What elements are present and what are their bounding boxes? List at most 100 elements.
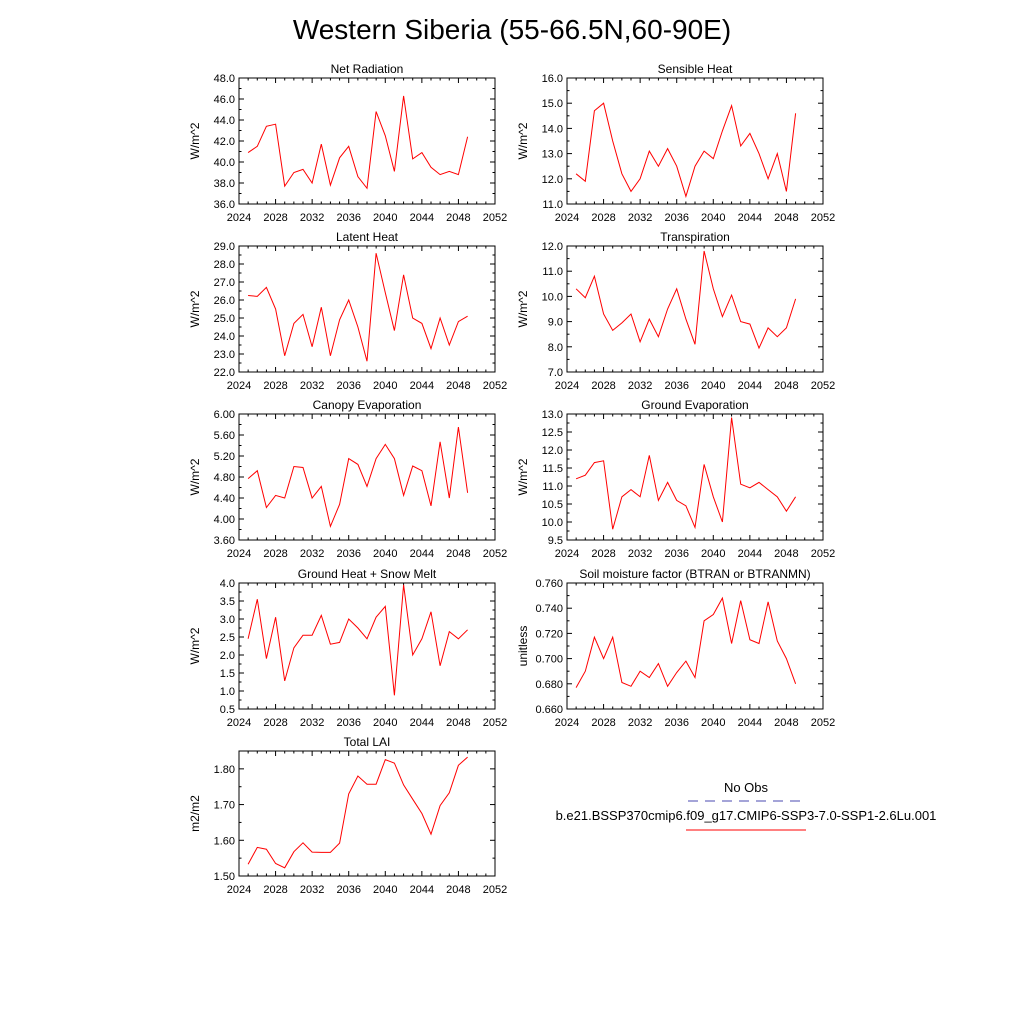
y-axis-label: W/m^2 <box>188 458 202 495</box>
y-tick-label: 0.740 <box>535 603 563 615</box>
y-tick-label: 0.660 <box>535 704 563 716</box>
x-tick-label: 2040 <box>701 212 725 224</box>
y-tick-label: 16.0 <box>542 73 563 85</box>
series-line <box>247 756 468 869</box>
x-tick-label: 2040 <box>373 212 397 224</box>
y-tick-label: 0.5 <box>220 704 235 716</box>
panel-title: Net Radiation <box>331 62 404 76</box>
x-tick-label: 2036 <box>664 380 688 392</box>
x-tick-label: 2048 <box>446 717 470 729</box>
panel-title: Soil moisture factor (BTRAN or BTRANMN) <box>579 567 810 581</box>
y-tick-label: 23.0 <box>214 349 235 361</box>
x-tick-label: 2028 <box>263 380 287 392</box>
x-tick-label: 2044 <box>410 212 434 224</box>
y-tick-label: 1.60 <box>214 835 235 847</box>
panel-title: Canopy Evaporation <box>313 398 422 412</box>
y-tick-label: 6.00 <box>214 409 235 421</box>
x-tick-label: 2040 <box>373 548 397 560</box>
y-tick-label: 4.0 <box>220 578 235 590</box>
y-axis-label: W/m^2 <box>188 627 202 664</box>
x-tick-label: 2048 <box>774 380 798 392</box>
y-tick-label: 1.70 <box>214 800 235 812</box>
series-line <box>575 417 797 530</box>
y-tick-label: 0.760 <box>535 578 563 590</box>
chart-panel-1: Net Radiation 2024 2028 2032 2036 2040 2044 204… <box>188 62 507 224</box>
y-tick-label: 13.0 <box>542 409 563 421</box>
panel-title: Transpiration <box>660 230 730 244</box>
x-tick-label: 2028 <box>591 717 615 729</box>
x-tick-label: 2052 <box>811 717 835 729</box>
y-tick-label: 3.0 <box>220 614 235 626</box>
x-tick-label: 2032 <box>300 548 324 560</box>
x-tick-label: 2032 <box>300 212 324 224</box>
x-tick-label: 2048 <box>774 548 798 560</box>
panel-title: Latent Heat <box>336 230 399 244</box>
x-tick-label: 2036 <box>336 212 360 224</box>
y-tick-label: 11.0 <box>542 199 563 211</box>
x-tick-label: 2036 <box>336 380 360 392</box>
y-tick-label: 12.0 <box>542 174 563 186</box>
x-tick-label: 2028 <box>263 884 287 896</box>
y-tick-label: 3.60 <box>214 535 235 547</box>
y-tick-label: 29.0 <box>214 241 235 253</box>
panel-title: Ground Heat + Snow Melt <box>298 567 437 581</box>
x-tick-label: 2032 <box>628 548 652 560</box>
x-tick-label: 2040 <box>373 717 397 729</box>
y-tick-label: 36.0 <box>214 199 235 211</box>
x-tick-label: 2044 <box>410 717 434 729</box>
y-tick-label: 5.60 <box>214 430 235 442</box>
x-tick-label: 2028 <box>263 212 287 224</box>
series-line <box>247 95 469 190</box>
x-tick-label: 2036 <box>664 212 688 224</box>
x-tick-label: 2032 <box>300 717 324 729</box>
x-tick-label: 2052 <box>483 380 507 392</box>
y-axis-label: unitless <box>516 626 530 667</box>
series-line <box>247 427 469 529</box>
x-tick-label: 2024 <box>555 548 579 560</box>
chart-panel-5: Canopy Evaporation 2024 2028 2032 2036 2040 20… <box>188 398 507 560</box>
y-tick-label: 0.720 <box>535 628 563 640</box>
y-tick-label: 24.0 <box>214 331 235 343</box>
x-tick-label: 2036 <box>336 548 360 560</box>
y-tick-label: 14.0 <box>542 123 563 135</box>
y-tick-label: 4.00 <box>214 514 235 526</box>
x-tick-label: 2040 <box>701 548 725 560</box>
y-tick-label: 9.0 <box>548 317 563 329</box>
panel-title: Sensible Heat <box>658 62 733 76</box>
y-tick-label: 5.20 <box>214 451 235 463</box>
x-tick-label: 2052 <box>483 717 507 729</box>
legend-model-label: b.e21.BSSP370cmip6.f09_g17.CMIP6-SSP3-7.… <box>556 808 937 823</box>
x-tick-label: 2032 <box>628 212 652 224</box>
y-tick-label: 11.0 <box>542 481 563 493</box>
series-line <box>247 584 468 696</box>
x-tick-label: 2048 <box>774 212 798 224</box>
x-tick-label: 2052 <box>811 548 835 560</box>
x-tick-label: 2044 <box>738 548 762 560</box>
y-tick-label: 42.0 <box>214 136 235 148</box>
y-tick-label: 10.0 <box>542 517 563 529</box>
x-tick-label: 2044 <box>410 380 434 392</box>
plot-frame <box>566 245 824 373</box>
x-tick-label: 2052 <box>811 380 835 392</box>
y-tick-label: 0.700 <box>535 654 563 666</box>
plot-frame <box>566 582 824 710</box>
y-tick-label: 0.680 <box>535 679 563 691</box>
y-tick-label: 1.50 <box>214 871 235 883</box>
chart-panel-8: Soil moisture factor (BTRAN or BTRANMN) 2… <box>516 567 835 729</box>
legend: No Obs b.e21.BSSP370cmip6.f09_g17.CMIP6-S… <box>556 780 937 831</box>
x-tick-label: 2052 <box>811 212 835 224</box>
x-tick-label: 2048 <box>446 380 470 392</box>
y-tick-label: 26.0 <box>214 295 235 307</box>
y-axis-label: W/m^2 <box>188 290 202 327</box>
y-tick-label: 10.0 <box>542 291 563 303</box>
x-tick-label: 2028 <box>591 548 615 560</box>
y-tick-label: 2.5 <box>220 632 235 644</box>
x-tick-label: 2036 <box>336 717 360 729</box>
y-tick-label: 22.0 <box>214 367 235 379</box>
y-axis-label: m2/m2 <box>188 795 202 832</box>
x-tick-label: 2044 <box>738 212 762 224</box>
page-title: Western Siberia (55-66.5N,60-90E) <box>292 14 732 45</box>
x-tick-label: 2032 <box>628 717 652 729</box>
y-tick-label: 40.0 <box>214 157 235 169</box>
x-tick-label: 2048 <box>446 884 470 896</box>
